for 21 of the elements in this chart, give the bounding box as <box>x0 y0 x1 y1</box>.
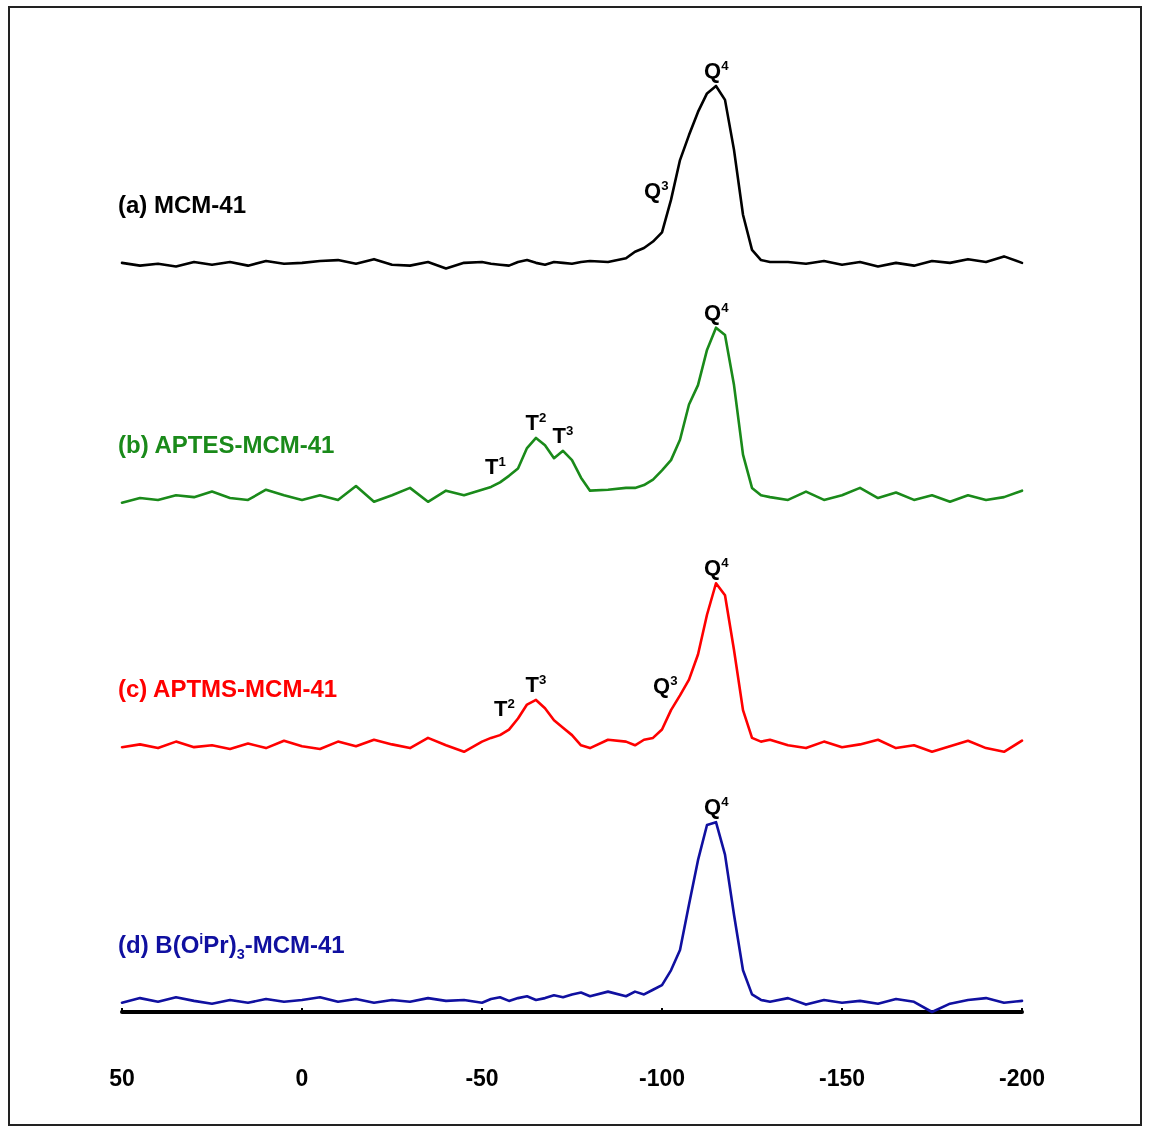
annotation: T$^{1}$ <box>485 453 506 481</box>
series-label: (d) B(O$^{i}$Pr)$_{3}$-MCM-41 <box>118 930 345 962</box>
annotation: Q$^{4}$ <box>704 58 729 85</box>
series-label: (b) APTES-MCM-41 <box>118 430 335 459</box>
annotation: Q$^{4}$ <box>704 794 729 821</box>
x-tick-label: 50 <box>109 1064 135 1091</box>
annotation: Q$^{4}$ <box>704 555 729 582</box>
x-tick-label: -150 <box>818 1064 866 1091</box>
x-tick-label: -100 <box>638 1064 686 1091</box>
annotation: T$^{3}$ <box>552 422 574 450</box>
annotation: T$^{3}$ <box>525 671 547 699</box>
annotation: T$^{2}$ <box>494 696 515 723</box>
annotation: Q$^{3}$ <box>644 177 669 205</box>
series-label: (a) MCM-41 <box>118 190 247 219</box>
annotation: Q$^{4}$ <box>704 299 729 326</box>
x-tick-label: -50 <box>465 1064 499 1091</box>
annotation: Q$^{3}$ <box>653 673 678 700</box>
annotation: T$^{2}$ <box>525 409 547 437</box>
series-label: (c) APTMS-MCM-41 <box>118 675 338 704</box>
x-tick-label: -200 <box>998 1064 1046 1091</box>
x-tick-label: 0 <box>295 1064 309 1091</box>
